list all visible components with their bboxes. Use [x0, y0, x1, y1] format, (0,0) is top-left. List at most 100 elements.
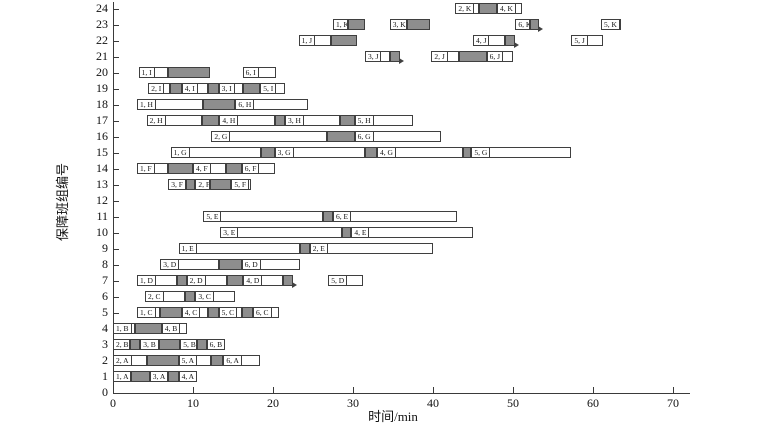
task-bar: 5, C: [218, 307, 242, 318]
task-bar: 6, D: [241, 259, 301, 270]
task-bar-label: 6, D: [243, 260, 261, 269]
task-bar: 4, A: [178, 371, 197, 382]
x-tick-label: 60: [587, 396, 599, 410]
task-bar-label: 6, F: [243, 164, 260, 173]
y-tick: [114, 137, 119, 138]
transfer-arrow-icon: [514, 42, 520, 48]
task-bar: 1, K: [333, 19, 349, 30]
y-tick: [114, 265, 119, 266]
task-bar-label: 6, I: [244, 68, 259, 77]
x-tick-label: 30: [347, 396, 359, 410]
transfer-bar: [348, 19, 365, 30]
y-tick-label: 23: [96, 17, 108, 31]
transfer-bar: [300, 243, 310, 254]
y-tick: [114, 201, 119, 202]
transfer-bar: [168, 163, 193, 174]
y-tick-label: 21: [96, 49, 108, 63]
task-bar-label: 5, H: [356, 116, 374, 125]
transfer-bar: [168, 67, 210, 78]
y-tick-label: 11: [96, 209, 108, 223]
transfer-bar: [331, 35, 357, 46]
task-bar: 6, H: [235, 99, 309, 110]
task-bar: 5, G: [471, 147, 572, 158]
transfer-bar: [208, 83, 219, 94]
task-bar: 2, C: [145, 291, 185, 302]
y-tick: [114, 249, 119, 250]
task-bar: 3, D: [160, 259, 219, 270]
y-tick: [114, 41, 119, 42]
y-tick-label: 19: [96, 81, 108, 95]
y-tick: [114, 185, 119, 186]
transfer-bar: [201, 115, 220, 126]
y-tick: [114, 281, 119, 282]
y-tick: [114, 105, 119, 106]
task-bar: 5, J: [571, 35, 604, 46]
transfer-bar: [185, 179, 196, 190]
task-bar-label: 2, D: [188, 276, 206, 285]
task-bar-label: 3, E: [221, 228, 239, 237]
task-bar-label: 5, K: [602, 20, 620, 29]
task-bar: 6, B: [206, 339, 225, 350]
task-bar: 1, H: [137, 99, 204, 110]
y-tick: [114, 153, 119, 154]
y-tick: [114, 25, 119, 26]
transfer-bar: [218, 259, 242, 270]
task-bar-label: 6, C: [254, 308, 272, 317]
task-bar-label: 1, D: [138, 276, 156, 285]
transfer-bar: [131, 371, 150, 382]
task-bar-label: 3, H: [286, 116, 304, 125]
task-bar: 6, G: [354, 131, 441, 142]
task-bar-label: 6, B: [208, 340, 224, 349]
task-bar: 3, F: [168, 179, 186, 190]
task-bar-label: 6, K: [516, 20, 528, 29]
task-bar: 2, F: [195, 179, 210, 190]
x-tick: [673, 387, 674, 393]
transfer-bar: [340, 115, 355, 126]
y-tick-label: 15: [96, 145, 108, 159]
task-bar: 4, E: [351, 227, 473, 238]
task-bar: 4, H: [219, 115, 276, 126]
transfer-bar: [146, 355, 179, 366]
task-bar: 5, D: [328, 275, 364, 286]
task-bar: 1, F: [137, 163, 169, 174]
task-bar-label: 4, C: [183, 308, 201, 317]
task-bar: 5, I: [260, 83, 285, 94]
task-bar: 1, I: [138, 67, 169, 78]
x-tick: [193, 387, 194, 393]
transfer-bar: [463, 147, 472, 158]
task-bar: 1, A: [113, 371, 132, 382]
task-bar-label: 5, E: [204, 212, 222, 221]
task-bar: 4, J: [473, 35, 505, 46]
task-bar-label: 6, A: [224, 356, 242, 365]
task-bar: 3, K: [389, 19, 407, 30]
task-bar-label: 2, J: [432, 52, 448, 61]
y-tick-label: 22: [96, 33, 108, 47]
y-tick-label: 3: [102, 337, 108, 351]
task-bar-label: 1, I: [140, 68, 155, 77]
task-bar-label: 4, G: [378, 148, 396, 157]
task-bar: 5, B: [180, 339, 197, 350]
transfer-bar: [209, 179, 232, 190]
task-bar-label: 1, F: [138, 164, 155, 173]
task-bar-label: 3, I: [220, 84, 235, 93]
task-bar: 3, J: [365, 51, 390, 62]
y-tick: [114, 217, 119, 218]
task-bar: 1, D: [137, 275, 177, 286]
transfer-bar: [283, 275, 293, 286]
y-tick: [114, 393, 119, 394]
task-bar-label: 4, E: [352, 228, 370, 237]
y-tick-label: 1: [102, 369, 108, 383]
transfer-bar: [135, 323, 162, 334]
x-tick: [433, 387, 434, 393]
y-tick: [114, 73, 119, 74]
y-tick: [114, 169, 119, 170]
x-tick: [513, 387, 514, 393]
transfer-bar: [169, 83, 182, 94]
transfer-bar: [326, 131, 355, 142]
task-bar-label: 2, E: [311, 244, 328, 253]
transfer-bar: [389, 51, 401, 62]
task-bar-label: 3, F: [169, 180, 185, 189]
task-bar-label: 5, I: [261, 84, 277, 93]
transfer-bar: [505, 35, 516, 46]
task-bar-label: 3, C: [196, 292, 214, 301]
